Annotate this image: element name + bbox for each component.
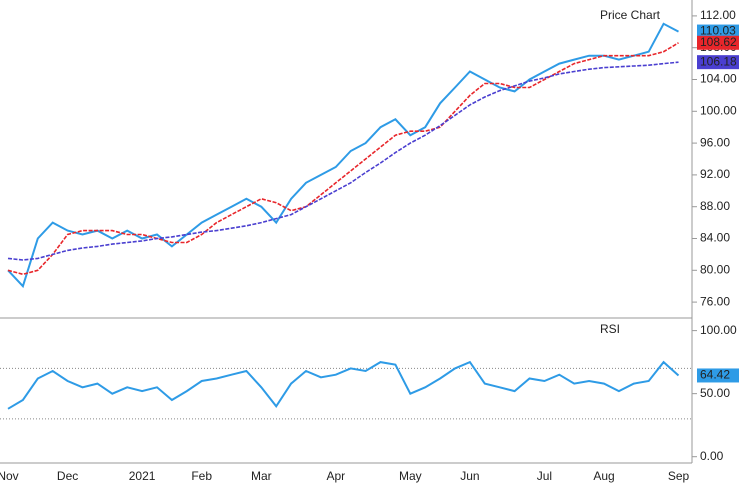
line-series — [7, 360, 680, 410]
rsi-title: RSI — [600, 322, 620, 336]
x-tick-label: Feb — [191, 469, 212, 483]
y-tick-label: 100.00 — [700, 323, 737, 337]
y-tick-label: 80.00 — [700, 262, 730, 276]
y-tick-label: 84.00 — [700, 231, 730, 245]
y-tick-label: 0.00 — [700, 449, 724, 463]
x-tick-label: Jul — [537, 469, 552, 483]
y-tick-label: 92.00 — [700, 167, 730, 181]
x-tick-label: Aug — [593, 469, 614, 483]
line-series — [7, 42, 679, 276]
y-tick-label: 112.00 — [700, 8, 736, 22]
x-tick-label: Jun — [460, 469, 479, 483]
x-tick-label: 2021 — [129, 469, 156, 483]
last-value-tag — [697, 55, 739, 70]
x-tick-label: Mar — [251, 469, 272, 483]
x-tick-label: Apr — [326, 469, 345, 483]
last-value-label: 108.62 — [700, 35, 737, 49]
y-tick-label: 76.00 — [700, 294, 730, 308]
x-tick-label: Sep — [668, 469, 690, 483]
last-value-tag — [697, 368, 739, 383]
x-tick-label: May — [399, 469, 422, 483]
y-tick-label: 100.00 — [700, 103, 737, 117]
price-title: Price Chart — [600, 8, 661, 22]
last-value-tag — [697, 24, 739, 39]
last-value-label: 64.42 — [700, 368, 730, 382]
x-tick-label: Dec — [57, 469, 78, 483]
y-tick-label: 96.00 — [700, 135, 730, 149]
last-value-label: 110.03 — [700, 24, 736, 38]
line-series — [7, 61, 679, 261]
x-tick-label: Nov — [0, 469, 19, 483]
y-tick-label: 50.00 — [700, 386, 730, 400]
last-value-tag — [697, 35, 739, 50]
line-series — [7, 22, 679, 289]
y-tick-label: 104.00 — [700, 72, 737, 86]
last-value-label: 106.18 — [700, 54, 737, 68]
y-tick-label: 88.00 — [700, 199, 730, 213]
